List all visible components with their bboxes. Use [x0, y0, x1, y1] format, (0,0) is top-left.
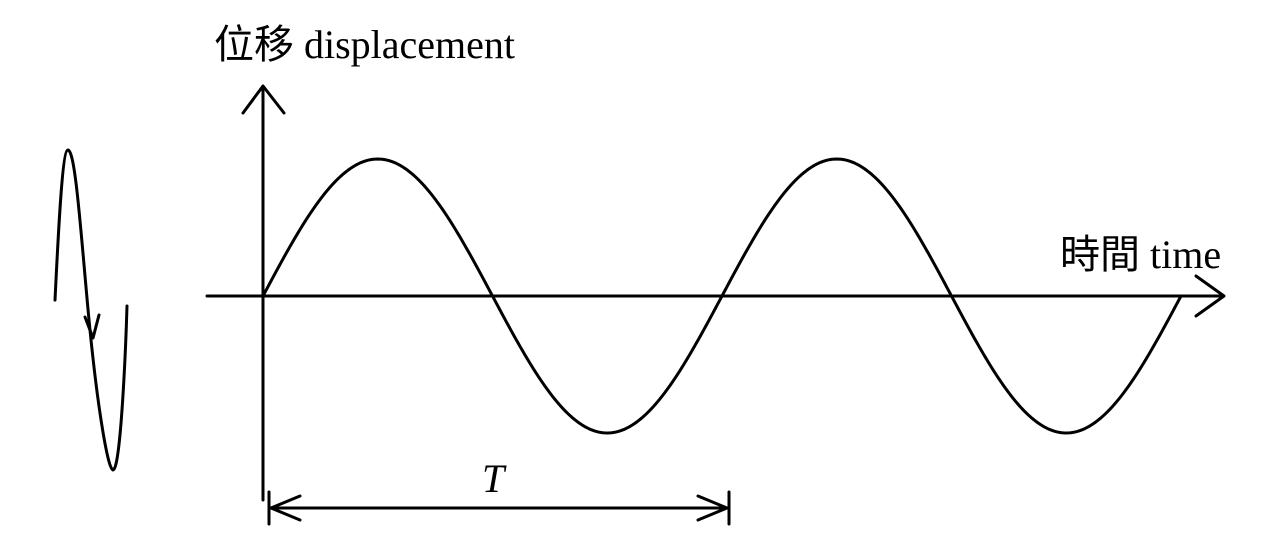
period-marker-right-arrowhead [696, 494, 729, 522]
period-marker-left-arrowhead [269, 494, 302, 522]
x-axis-arrowhead [1194, 274, 1226, 318]
downward-arrow-icon [83, 313, 101, 340]
period-label: T [482, 456, 507, 501]
side-oscillation-path [53, 148, 129, 472]
y-axis-label: 位移 displacement [214, 22, 515, 67]
x-axis-label: 時間 time [1060, 232, 1221, 277]
sine-wave [261, 157, 1183, 435]
y-axis-arrowhead [241, 84, 286, 115]
